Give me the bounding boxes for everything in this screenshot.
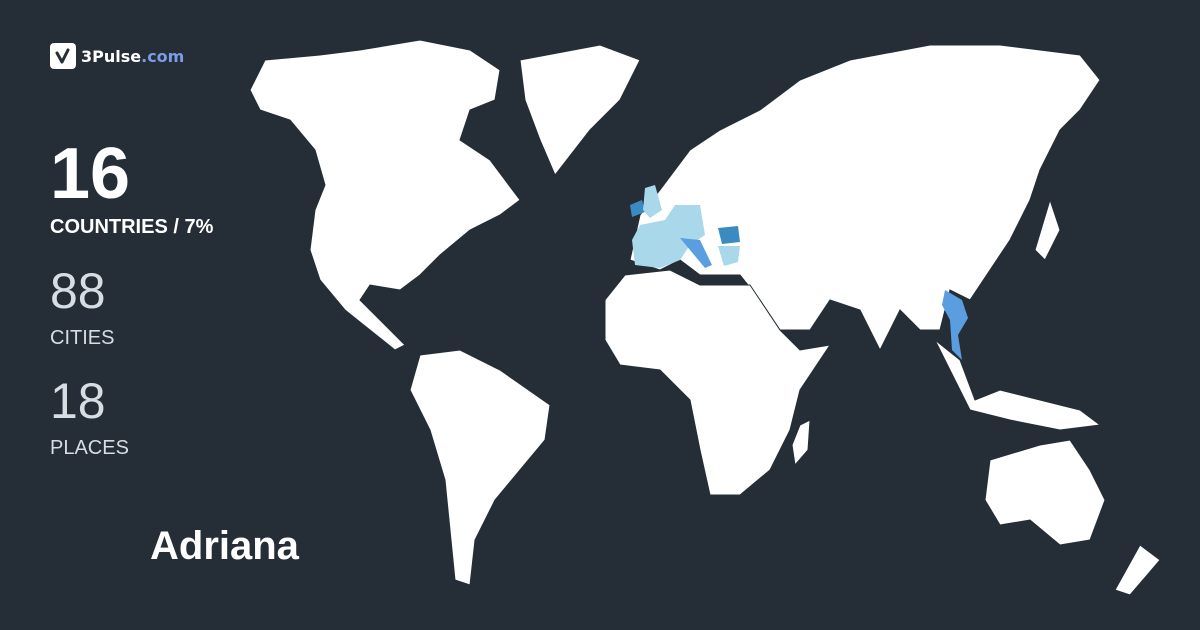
places-label: PLACES <box>50 437 129 459</box>
visited-thailand <box>942 290 968 360</box>
cities-label: CITIES <box>50 327 115 349</box>
brand-name: 3Pulse.com <box>81 46 185 66</box>
japan <box>1034 198 1061 261</box>
visited-uk <box>643 185 662 218</box>
australia <box>984 439 1106 546</box>
places-count: 18 <box>50 373 106 429</box>
visited-romania <box>718 226 740 244</box>
visited-italy <box>680 238 712 268</box>
visited-western-europe <box>632 205 705 268</box>
madagascar <box>791 419 811 467</box>
brand-logo[interactable]: 3Pulse.com <box>50 43 184 69</box>
checkmark-pulse-icon <box>50 43 76 69</box>
continents <box>249 39 1161 596</box>
cities-count: 88 <box>50 263 106 319</box>
user-name: Adriana <box>150 524 299 568</box>
new-zealand <box>1114 544 1161 596</box>
countries-count: 16 <box>50 134 131 214</box>
visited-balkans <box>718 246 740 266</box>
north-america <box>249 39 521 351</box>
south-america <box>409 349 551 586</box>
countries-label: COUNTRIES / 7% <box>50 216 214 238</box>
africa <box>604 269 832 496</box>
visited-ireland <box>630 200 645 217</box>
southeast-asia <box>934 339 1102 431</box>
visited-countries <box>630 185 968 360</box>
greenland <box>519 44 641 176</box>
